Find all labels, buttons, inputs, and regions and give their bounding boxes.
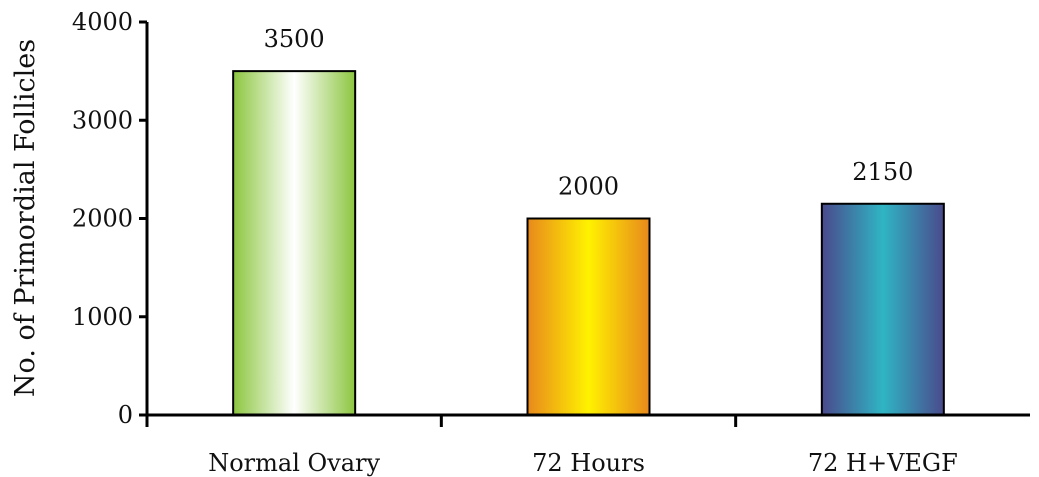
- y-tick-label: 4000: [72, 8, 133, 36]
- y-ticks-layer: 0 1000 2000 3000 4000: [72, 8, 147, 429]
- x-category-label: Normal Ovary: [208, 449, 380, 477]
- bar-value-label: 2150: [852, 158, 913, 186]
- y-tick-label: 2000: [72, 205, 133, 233]
- y-axis-title: No. of Primordial Follicles: [10, 39, 41, 397]
- bar-value-label: 3500: [264, 25, 325, 53]
- x-ticks-layer: Normal Ovary 72 Hours 72 H+VEGF: [145, 415, 958, 477]
- x-category-label: 72 H+VEGF: [808, 449, 958, 477]
- x-category-label: 72 Hours: [532, 449, 645, 477]
- y-tick-label: 3000: [72, 106, 133, 134]
- y-tick-label: 1000: [72, 303, 133, 331]
- bar-value-label: 2000: [558, 173, 619, 201]
- bars-layer: [232, 70, 945, 416]
- bar: [232, 70, 357, 416]
- data-labels-layer: 3500 2000 2150: [264, 25, 914, 200]
- y-tick-label: 0: [118, 401, 133, 429]
- bar: [820, 202, 945, 416]
- bar: [526, 217, 651, 416]
